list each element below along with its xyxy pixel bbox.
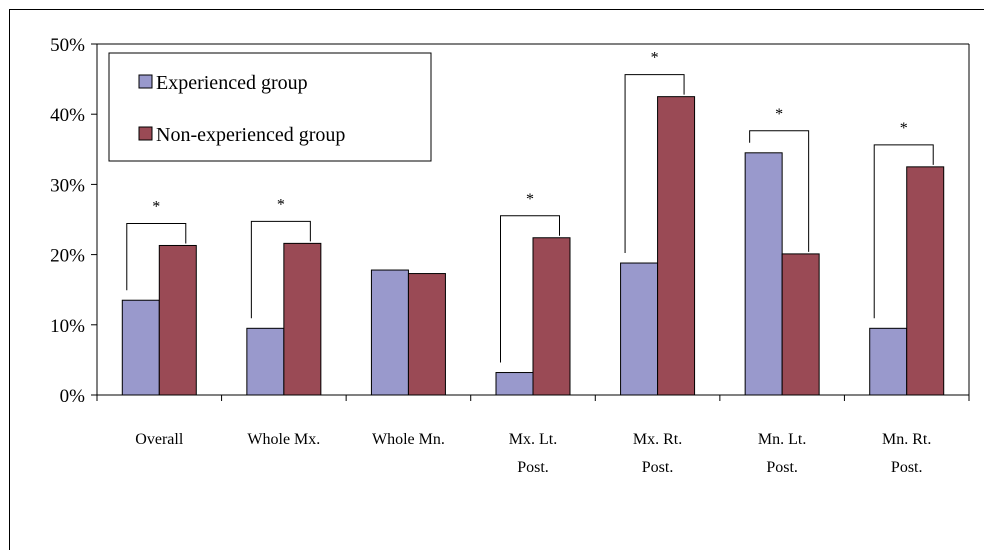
significance-star: * xyxy=(152,198,160,215)
significance-bracket xyxy=(624,74,685,254)
x-category-label: Mx. Rt. xyxy=(633,431,682,448)
bar-experienced xyxy=(370,269,409,396)
bar-non-experienced xyxy=(906,166,945,396)
bar-experienced xyxy=(869,327,908,396)
legend-label-experienced: Experienced group xyxy=(156,72,308,94)
bar-non-experienced xyxy=(781,253,820,396)
significance-star: * xyxy=(775,106,783,123)
x-category-label: Post. xyxy=(766,459,798,476)
significance-bracket xyxy=(749,130,810,252)
y-tick-label: 10% xyxy=(50,316,85,337)
x-category-label: Post. xyxy=(891,459,923,476)
bar-experienced xyxy=(495,372,534,396)
x-category-label: Mx. Lt. xyxy=(509,431,557,448)
legend-label-non-experienced: Non-experienced group xyxy=(156,124,345,146)
y-tick-label: 30% xyxy=(50,175,85,196)
bar-non-experienced xyxy=(407,273,446,396)
significance-bracket xyxy=(873,144,934,319)
bar-non-experienced xyxy=(158,244,197,396)
x-category-label: Overall xyxy=(135,431,184,448)
x-category-label: Whole Mn. xyxy=(372,431,445,448)
bar-chart: 0% 10% 20% 30% 40% 50% Overall * Whole Mx. * Whole… xyxy=(50,35,970,476)
significance-star: * xyxy=(900,120,908,137)
y-tick-label: 50% xyxy=(50,35,85,56)
chart-frame: 0% 10% 20% 30% 40% 50% Overall * Whole Mx. * Whole… xyxy=(9,9,984,550)
x-category-label: Post. xyxy=(517,459,549,476)
x-category-label: Whole Mx. xyxy=(247,431,320,448)
x-category-label: Mn. Lt. xyxy=(758,431,806,448)
significance-star: * xyxy=(277,196,285,213)
x-category-label: Mn. Rt. xyxy=(882,431,931,448)
y-tick-label: 20% xyxy=(50,246,85,267)
significance-star: * xyxy=(651,50,659,67)
significance-star: * xyxy=(526,191,534,208)
bar-experienced xyxy=(620,262,659,396)
x-category-label: Post. xyxy=(642,459,674,476)
bar-experienced xyxy=(744,152,783,396)
legend-box xyxy=(108,52,432,162)
significance-bracket xyxy=(126,222,187,291)
bar-non-experienced xyxy=(283,242,322,396)
significance-bracket xyxy=(500,215,560,363)
bar-non-experienced xyxy=(657,96,696,396)
bar-experienced xyxy=(246,327,285,396)
bar-non-experienced xyxy=(532,237,571,396)
y-tick-label: 40% xyxy=(50,105,85,126)
significance-bracket xyxy=(250,220,311,319)
legend-swatch-non-experienced xyxy=(138,126,153,141)
bar-experienced xyxy=(121,299,160,396)
y-tick-label: 0% xyxy=(60,386,86,407)
legend-swatch-experienced xyxy=(138,74,153,89)
